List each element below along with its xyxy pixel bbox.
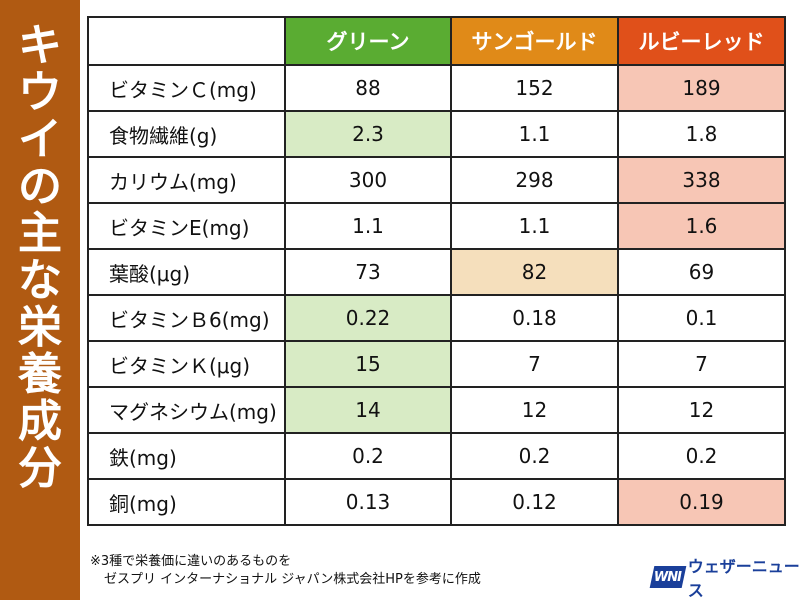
value-cell: 1.1: [450, 110, 619, 158]
row-label: カリウム(mg): [87, 156, 286, 204]
value-cell: 1.1: [450, 202, 619, 250]
table-row: 銅(mg) 0.13 0.12 0.19: [87, 478, 786, 526]
table-row: カリウム(mg) 300 298 338: [87, 156, 786, 204]
value-cell: 0.2: [284, 432, 452, 480]
table-header-row: グリーン サンゴールド ルビーレッド: [87, 16, 786, 66]
brand: WNI ウェザーニュース: [649, 557, 800, 600]
value-cell: 69: [617, 248, 786, 296]
footnote-line-2: ゼスプリ インターナショナル ジャパン株式会社HPを参考に作成: [104, 572, 481, 587]
page-title-char: 主: [18, 208, 62, 259]
value-cell: 12: [617, 386, 786, 434]
page-title-char: な: [18, 255, 62, 306]
title-sidebar: キウイの主な栄養成分: [0, 0, 80, 600]
nutrition-table: グリーン サンゴールド ルビーレッド ビタミンＣ(mg) 88 152 189 食物繊維…: [87, 16, 786, 526]
value-cell: 0.2: [450, 432, 619, 480]
column-header-sungold: サンゴールド: [450, 16, 619, 66]
value-cell: 0.19: [617, 478, 786, 526]
wni-logo: WNI: [649, 566, 687, 588]
value-cell: 14: [284, 386, 452, 434]
row-label: 食物繊維(g): [87, 110, 286, 158]
page-title-char: キ: [18, 20, 62, 71]
table-corner-cell: [87, 16, 286, 66]
column-header-ruby: ルビーレッド: [617, 16, 786, 66]
row-label: ビタミンE(mg): [87, 202, 286, 250]
value-cell: 0.13: [284, 478, 452, 526]
value-cell: 152: [450, 64, 619, 112]
value-cell: 12: [450, 386, 619, 434]
page-title-char: 成: [18, 396, 62, 447]
page-title-char: 養: [18, 349, 62, 400]
value-cell: 7: [617, 340, 786, 388]
page-title-char: の: [18, 161, 62, 212]
table-row: 鉄(mg) 0.2 0.2 0.2: [87, 432, 786, 480]
footnote: ※3種で栄養価に違いのあるものを ゼスプリ インターナショナル ジャパン株式会社…: [90, 553, 481, 589]
value-cell: 2.3: [284, 110, 452, 158]
row-label: 鉄(mg): [87, 432, 286, 480]
brand-name: ウェザーニュース: [687, 557, 800, 600]
value-cell: 189: [617, 64, 786, 112]
value-cell: 0.2: [617, 432, 786, 480]
value-cell: 7: [450, 340, 619, 388]
table-row: ビタミンＣ(mg) 88 152 189: [87, 64, 786, 112]
value-cell: 0.18: [450, 294, 619, 342]
row-label: 葉酸(μg): [87, 248, 286, 296]
page-title-char: 分: [18, 443, 62, 494]
page-title-char: ウ: [18, 67, 62, 118]
page-title-char: イ: [18, 114, 62, 165]
value-cell: 298: [450, 156, 619, 204]
value-cell: 300: [284, 156, 452, 204]
value-cell: 338: [617, 156, 786, 204]
table-row: 食物繊維(g) 2.3 1.1 1.8: [87, 110, 786, 158]
table-row: マグネシウム(mg) 14 12 12: [87, 386, 786, 434]
table-row: ビタミンＫ(μg) 15 7 7: [87, 340, 786, 388]
footnote-line-1: ※3種で栄養価に違いのあるものを: [90, 554, 292, 569]
value-cell: 0.12: [450, 478, 619, 526]
column-header-green: グリーン: [284, 16, 452, 66]
row-label: マグネシウム(mg): [87, 386, 286, 434]
table-row: 葉酸(μg) 73 82 69: [87, 248, 786, 296]
table-row: ビタミンＢ6(mg) 0.22 0.18 0.1: [87, 294, 786, 342]
value-cell: 82: [450, 248, 619, 296]
value-cell: 0.22: [284, 294, 452, 342]
page-title: キウイの主な栄養成分: [0, 22, 80, 492]
value-cell: 88: [284, 64, 452, 112]
row-label: ビタミンＣ(mg): [87, 64, 286, 112]
row-label: 銅(mg): [87, 478, 286, 526]
table-row: ビタミンE(mg) 1.1 1.1 1.6: [87, 202, 786, 250]
value-cell: 15: [284, 340, 452, 388]
value-cell: 1.1: [284, 202, 452, 250]
value-cell: 1.8: [617, 110, 786, 158]
value-cell: 1.6: [617, 202, 786, 250]
row-label: ビタミンＫ(μg): [87, 340, 286, 388]
wni-logo-text: WNI: [654, 569, 682, 585]
row-label: ビタミンＢ6(mg): [87, 294, 286, 342]
value-cell: 0.1: [617, 294, 786, 342]
page-title-char: 栄: [18, 302, 62, 353]
value-cell: 73: [284, 248, 452, 296]
